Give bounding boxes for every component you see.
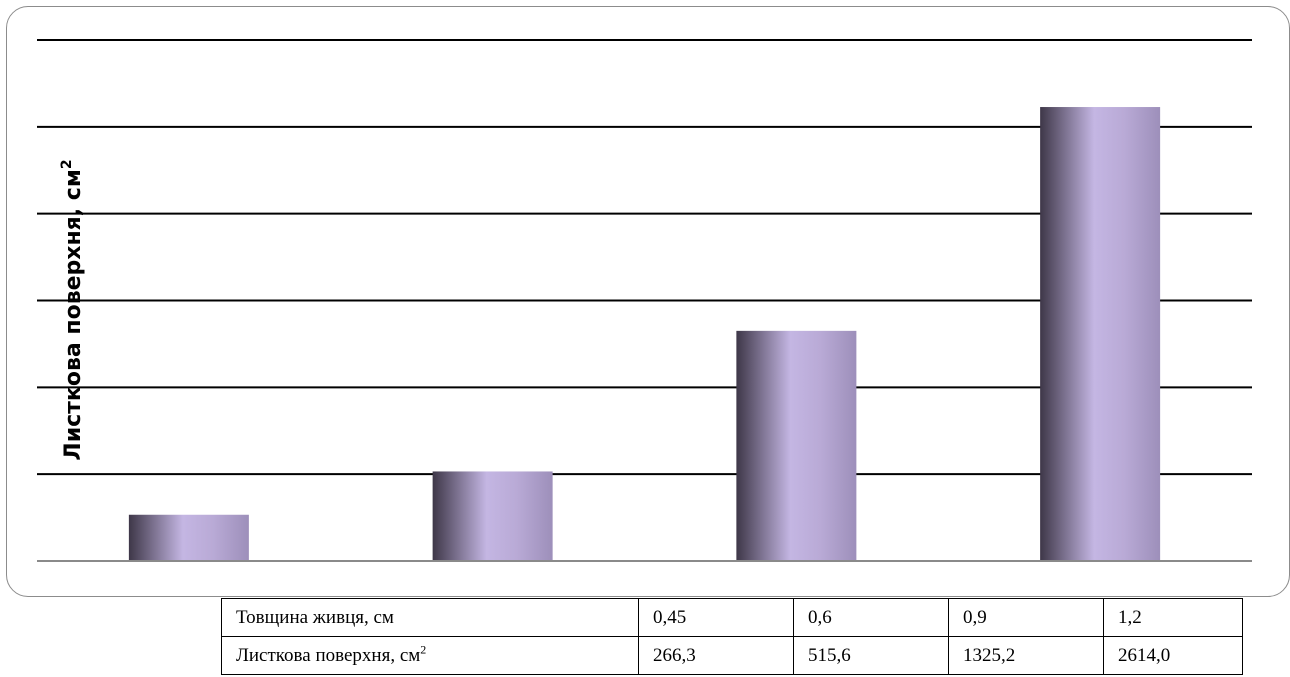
y-axis-label-superscript: 2 <box>59 159 75 169</box>
bars <box>128 107 1161 561</box>
table-cell: 0,45 <box>638 598 794 637</box>
table-cell: 0,9 <box>948 598 1104 637</box>
table-row-label: Листкова поверхня, см2 <box>221 636 639 675</box>
table-cell: 2614,0 <box>1103 636 1243 675</box>
y-axis-label: Листкова поверхня, см2 <box>59 159 86 460</box>
table-cell: 515,6 <box>793 636 949 675</box>
row-label-superscript: 2 <box>420 642 427 657</box>
table-cell: 1325,2 <box>948 636 1104 675</box>
table-row-label: Товщина живця, см <box>221 598 639 637</box>
table-row-leaf-area: Листкова поверхня, см2 266,3 515,6 1325,… <box>221 636 1243 675</box>
table-row-thickness: Товщина живця, см 0,45 0,6 0,9 1,2 <box>221 598 1243 637</box>
bar-1,2 <box>1040 107 1161 561</box>
table-cell: 1,2 <box>1103 598 1243 637</box>
table-cell: 266,3 <box>638 636 794 675</box>
bar-chart: Листкова поверхня, см2 <box>37 39 1252 562</box>
data-table: Товщина живця, см 0,45 0,6 0,9 1,2 Листк… <box>221 598 1243 675</box>
row-label-text: Листкова поверхня, см <box>236 645 421 666</box>
bar-0,9 <box>736 330 857 561</box>
y-axis-label-text: Листкова поверхня, см <box>61 169 86 460</box>
table-cell: 0,6 <box>793 598 949 637</box>
bar-0,6 <box>432 471 553 561</box>
row-label-text: Товщина живця, см <box>236 607 394 628</box>
bar-0,45 <box>128 514 249 561</box>
